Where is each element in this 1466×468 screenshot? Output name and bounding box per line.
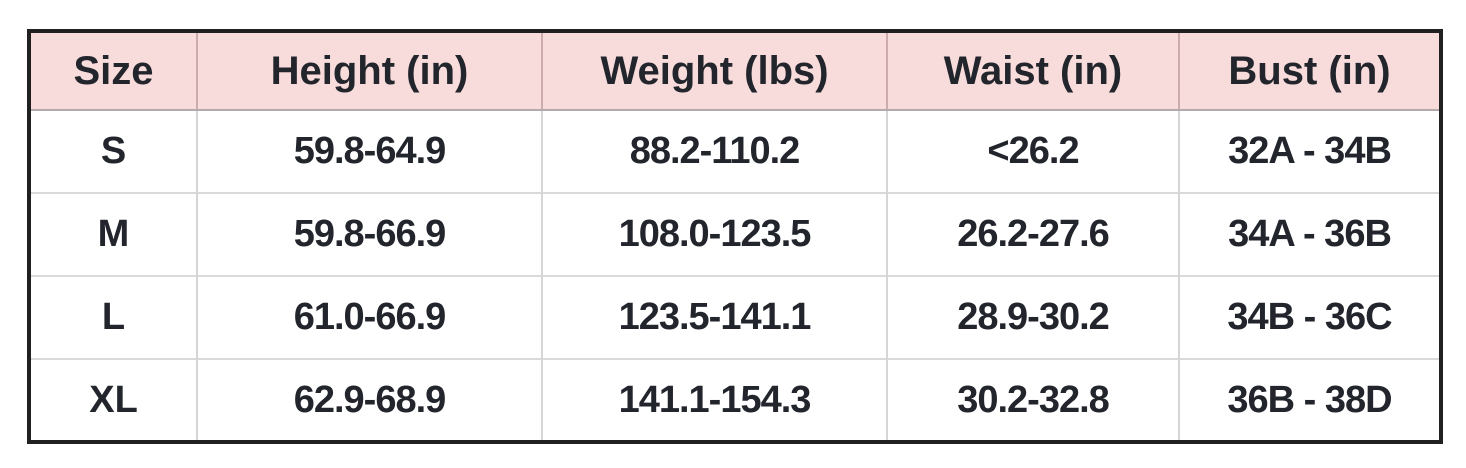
cell-l-height: 61.0-66.9 [197, 275, 543, 359]
size-chart-header-row: Size Height (in) Weight (lbs) Waist (in)… [29, 31, 1441, 111]
cell-s-bust: 32A - 34B [1179, 110, 1441, 193]
cell-m-height: 59.8-66.9 [197, 192, 543, 276]
table-row-l: L 61.0-66.9 123.5-141.1 28.9-30.2 34B - … [29, 275, 1441, 359]
cell-l-size: L [29, 275, 198, 359]
header-cell-size: Size [29, 31, 198, 111]
header-cell-bust: Bust (in) [1179, 31, 1441, 111]
cell-s-waist: <26.2 [887, 110, 1180, 193]
header-cell-waist: Waist (in) [887, 31, 1180, 111]
table-row-xl: XL 62.9-68.9 141.1-154.3 30.2-32.8 36B -… [29, 358, 1441, 442]
cell-s-height: 59.8-64.9 [197, 110, 543, 193]
cell-s-size: S [29, 110, 198, 193]
table-row-m: M 59.8-66.9 108.0-123.5 26.2-27.6 34A - … [29, 192, 1441, 276]
cell-xl-weight: 141.1-154.3 [542, 358, 888, 442]
cell-xl-height: 62.9-68.9 [197, 358, 543, 442]
cell-l-bust: 34B - 36C [1179, 275, 1441, 359]
cell-s-weight: 88.2-110.2 [542, 110, 888, 193]
cell-m-bust: 34A - 36B [1179, 192, 1441, 276]
cell-l-weight: 123.5-141.1 [542, 275, 888, 359]
header-cell-height: Height (in) [197, 31, 543, 111]
table-row-s: S 59.8-64.9 88.2-110.2 <26.2 32A - 34B [29, 110, 1441, 193]
header-cell-weight: Weight (lbs) [542, 31, 888, 111]
cell-xl-waist: 30.2-32.8 [887, 358, 1180, 442]
cell-xl-bust: 36B - 38D [1179, 358, 1441, 442]
cell-l-waist: 28.9-30.2 [887, 275, 1180, 359]
cell-m-weight: 108.0-123.5 [542, 192, 888, 276]
cell-m-size: M [29, 192, 198, 276]
cell-m-waist: 26.2-27.6 [887, 192, 1180, 276]
cell-xl-size: XL [29, 358, 198, 442]
size-chart-table: Size Height (in) Weight (lbs) Waist (in)… [27, 29, 1443, 444]
